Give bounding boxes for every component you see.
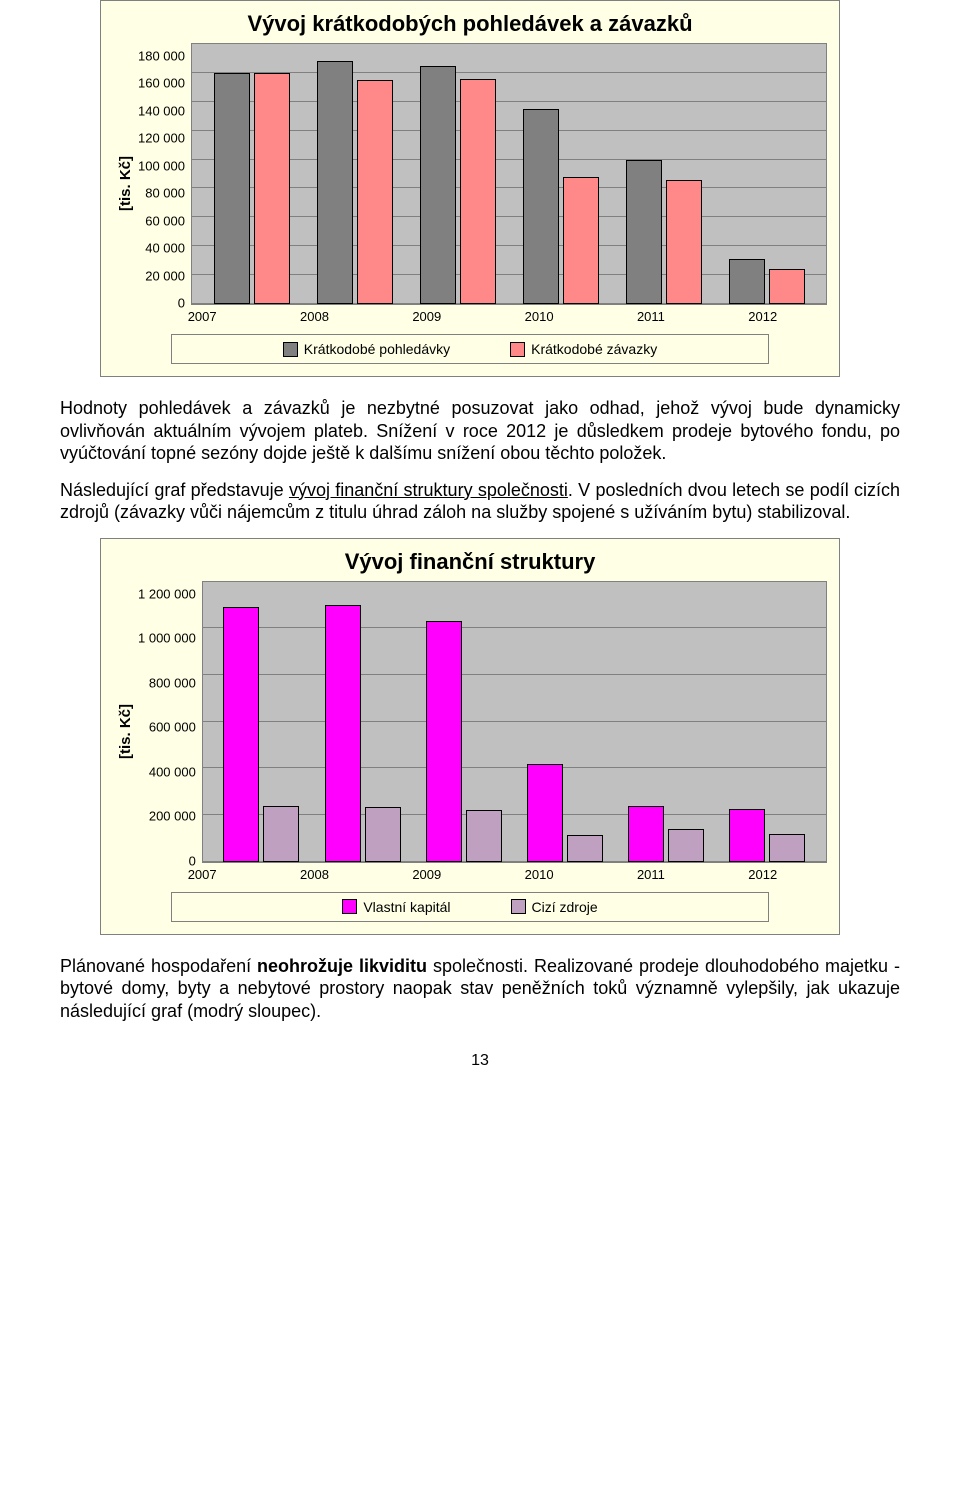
bar-group	[628, 806, 704, 862]
bar-group	[325, 605, 401, 862]
para2-underline: vývoj finanční struktury společnosti	[289, 480, 568, 500]
bar	[357, 80, 393, 304]
bar-group	[729, 259, 805, 304]
bar	[628, 806, 664, 862]
bar	[460, 79, 496, 304]
legend-item: Cizí zdroje	[511, 899, 598, 915]
y-tick-label: 400 000	[138, 765, 196, 778]
legend-label: Cizí zdroje	[532, 899, 598, 915]
y-tick-label: 0	[138, 854, 196, 867]
legend-item: Krátkodobé závazky	[510, 341, 657, 357]
x-tick-label: 2012	[748, 867, 777, 882]
legend-swatch	[342, 899, 357, 914]
y-tick-label: 60 000	[138, 214, 185, 227]
y-tick-label: 180 000	[138, 50, 185, 63]
paragraph-2: Následující graf představuje vývoj finan…	[60, 479, 900, 524]
bar	[563, 177, 599, 304]
bar-group	[527, 764, 603, 862]
y-axis-label: [tis. Kč]	[113, 581, 138, 882]
x-tick-label: 2011	[637, 309, 665, 324]
bar	[523, 109, 559, 304]
y-tick-label: 40 000	[138, 242, 185, 255]
y-tick-label: 160 000	[138, 77, 185, 90]
y-tick-label: 1 000 000	[138, 632, 196, 645]
legend-label: Vlastní kapitál	[363, 899, 450, 915]
chart-title: Vývoj krátkodobých pohledávek a závazků	[113, 11, 827, 37]
legend-swatch	[283, 342, 298, 357]
legend: Krátkodobé pohledávky Krátkodobé závazky	[171, 334, 768, 364]
bar-group	[420, 66, 496, 304]
bar-group	[426, 621, 502, 861]
y-tick-label: 120 000	[138, 132, 185, 145]
bar-group	[626, 160, 702, 304]
bar	[223, 607, 259, 861]
x-tick-label: 2008	[300, 309, 329, 324]
x-tick-label: 2012	[748, 309, 777, 324]
x-tick-label: 2007	[188, 867, 217, 882]
page-number: 13	[60, 1052, 900, 1070]
bar	[325, 605, 361, 862]
y-tick-label: 800 000	[138, 676, 196, 689]
bar-group	[317, 61, 393, 304]
bar	[769, 269, 805, 304]
bar	[567, 835, 603, 862]
legend-item: Vlastní kapitál	[342, 899, 450, 915]
bar	[214, 73, 250, 304]
bar	[626, 160, 662, 304]
paragraph-3: Plánované hospodaření neohrožuje likvidi…	[60, 955, 900, 1023]
bar	[527, 764, 563, 862]
chart-title: Vývoj finanční struktury	[113, 549, 827, 575]
bar	[668, 829, 704, 862]
chart-financial-structure: Vývoj finanční struktury [tis. Kč]0 200 00…	[100, 538, 840, 935]
bar	[666, 180, 702, 304]
bar	[420, 66, 456, 304]
legend-item: Krátkodobé pohledávky	[283, 341, 450, 357]
legend-label: Krátkodobé pohledávky	[304, 341, 450, 357]
chart-receivables-liabilities: Vývoj krátkodobých pohledávek a závazků […	[100, 0, 840, 377]
bar	[317, 61, 353, 304]
legend-swatch	[510, 342, 525, 357]
bar-group	[223, 607, 299, 861]
legend-swatch	[511, 899, 526, 914]
x-tick-label: 2010	[525, 309, 554, 324]
y-tick-label: 200 000	[138, 810, 196, 823]
bar	[729, 259, 765, 304]
bar	[365, 807, 401, 862]
para3-bold: neohrožuje likviditu	[257, 956, 427, 976]
y-axis-label: [tis. Kč]	[113, 43, 138, 324]
bar	[466, 810, 502, 861]
x-tick-label: 2010	[525, 867, 554, 882]
x-tick-label: 2009	[412, 309, 441, 324]
x-tick-label: 2008	[300, 867, 329, 882]
y-tick-label: 100 000	[138, 159, 185, 172]
x-tick-label: 2011	[637, 867, 665, 882]
paragraph-1: Hodnoty pohledávek a závazků je nezbytné…	[60, 397, 900, 465]
legend-label: Krátkodobé závazky	[531, 341, 657, 357]
y-tick-label: 0	[138, 296, 185, 309]
y-tick-label: 140 000	[138, 104, 185, 117]
bar	[426, 621, 462, 861]
bar	[263, 806, 299, 862]
bar	[729, 809, 765, 862]
bar-group	[214, 73, 290, 304]
x-tick-label: 2007	[188, 309, 217, 324]
y-tick-label: 20 000	[138, 269, 185, 282]
x-tick-label: 2009	[412, 867, 441, 882]
y-tick-label: 80 000	[138, 187, 185, 200]
y-tick-label: 1 200 000	[138, 587, 196, 600]
bar-group	[523, 109, 599, 304]
legend: Vlastní kapitál Cizí zdroje	[171, 892, 768, 922]
para2-pre: Následující graf představuje	[60, 480, 289, 500]
para3-pre: Plánované hospodaření	[60, 956, 257, 976]
y-tick-label: 600 000	[138, 721, 196, 734]
bar	[254, 73, 290, 304]
bar-group	[729, 809, 805, 862]
bar	[769, 834, 805, 862]
